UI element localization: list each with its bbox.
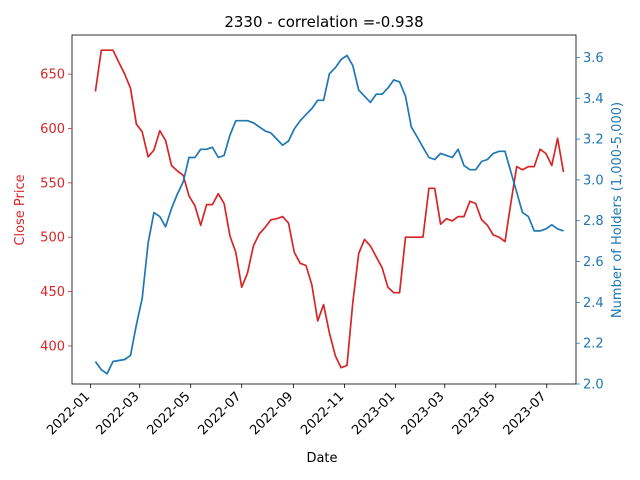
holders-line-layer: [94, 54, 564, 375]
chart-title: 2330 - correlation =-0.938: [224, 13, 423, 31]
right-y-tick-label: 2.8: [583, 214, 604, 229]
right-y-axis-title: Number of Holders (1,000-5,000): [610, 102, 625, 318]
left-y-tick-label: 500: [40, 231, 65, 246]
plot-frame: [71, 34, 577, 385]
right-y-tick-label: 2.4: [583, 296, 604, 311]
right-y-tick-label: 3.0: [583, 173, 604, 188]
right-y-tick-label: 3.6: [583, 51, 604, 66]
right-y-tick-label: 2.6: [583, 255, 604, 270]
left-y-tick-label: 400: [40, 339, 65, 354]
left-y-tick-label: 650: [40, 68, 65, 83]
close-price-line: [94, 49, 565, 369]
holders-line: [94, 54, 564, 375]
right-y-axis: 2.0 2.2 2.4 2.6 2.8 3.0 3.2 3.4 3.6: [576, 51, 604, 393]
left-y-axis: 400 450 500 550 600 650: [40, 68, 72, 354]
left-y-tick-label: 550: [40, 176, 65, 191]
right-y-tick-label: 2.2: [583, 337, 604, 352]
right-y-tick-label: 3.2: [583, 133, 604, 148]
left-y-axis-title: Close Price: [13, 174, 28, 245]
right-y-tick-label: 2.0: [583, 378, 604, 393]
left-y-tick-label: 600: [40, 122, 65, 137]
close-price-line-layer: [94, 49, 565, 369]
right-y-tick-label: 3.4: [583, 92, 604, 107]
left-y-tick-label: 450: [40, 285, 65, 300]
x-axis-title: Date: [306, 451, 337, 466]
